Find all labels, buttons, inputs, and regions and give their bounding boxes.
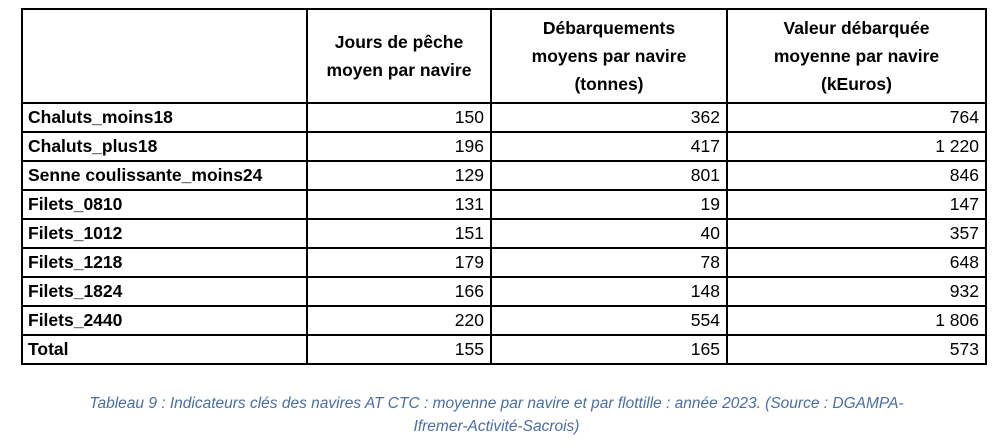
cell-value: 362: [490, 102, 728, 133]
col-header-debarquements: Débarquements moyens par navire (tonnes): [490, 8, 728, 104]
table-row-total: Total 155 165 573: [21, 334, 987, 365]
table-row: Filets_1012 151 40 357: [21, 218, 987, 249]
table-caption: Tableau 9 : Indicateurs clés des navires…: [89, 395, 904, 435]
row-label: Filets_2440: [21, 305, 308, 336]
cell-value: 150: [306, 102, 492, 133]
cell-value: 166: [306, 276, 492, 307]
cell-value: 19: [490, 189, 728, 220]
cell-value: 129: [306, 160, 492, 191]
indicators-table: Jours de pêche moyen par navire Débarque…: [21, 8, 987, 365]
col-header-valeur-debarquee: Valeur débarquée moyenne par navire (kEu…: [726, 8, 987, 104]
cell-value: 151: [306, 218, 492, 249]
cell-value: 148: [490, 276, 728, 307]
cell-value: 357: [726, 218, 987, 249]
row-label: Filets_1012: [21, 218, 308, 249]
row-label: Senne coulissante_moins24: [21, 160, 308, 191]
cell-value: 764: [726, 102, 987, 133]
cell-value: 1 220: [726, 131, 987, 162]
cell-value: 220: [306, 305, 492, 336]
col-header-jours-peche: Jours de pêche moyen par navire: [306, 8, 492, 104]
cell-value: 801: [490, 160, 728, 191]
table-row: Filets_2440 220 554 1 806: [21, 305, 987, 336]
cell-value: 78: [490, 247, 728, 278]
table-row: Chaluts_moins18 150 362 764: [21, 102, 987, 133]
cell-value: 573: [726, 334, 987, 365]
table-row: Filets_1218 179 78 648: [21, 247, 987, 278]
cell-value: 846: [726, 160, 987, 191]
cell-value: 155: [306, 334, 492, 365]
row-label: Filets_1218: [21, 247, 308, 278]
table-row: Filets_1824 166 148 932: [21, 276, 987, 307]
row-label: Chaluts_moins18: [21, 102, 308, 133]
corner-cell: [21, 8, 308, 104]
cell-value: 165: [490, 334, 728, 365]
cell-value: 932: [726, 276, 987, 307]
row-label: Chaluts_plus18: [21, 131, 308, 162]
table-row: Chaluts_plus18 196 417 1 220: [21, 131, 987, 162]
cell-value: 417: [490, 131, 728, 162]
cell-value: 131: [306, 189, 492, 220]
table-row: Senne coulissante_moins24 129 801 846: [21, 160, 987, 191]
cell-value: 196: [306, 131, 492, 162]
cell-value: 40: [490, 218, 728, 249]
cell-value: 648: [726, 247, 987, 278]
header-row: Jours de pêche moyen par navire Débarque…: [21, 8, 987, 104]
row-label: Filets_0810: [21, 189, 308, 220]
cell-value: 179: [306, 247, 492, 278]
table-row: Filets_0810 131 19 147: [21, 189, 987, 220]
cell-value: 1 806: [726, 305, 987, 336]
cell-value: 554: [490, 305, 728, 336]
row-label-total: Total: [21, 334, 308, 365]
cell-value: 147: [726, 189, 987, 220]
row-label: Filets_1824: [21, 276, 308, 307]
